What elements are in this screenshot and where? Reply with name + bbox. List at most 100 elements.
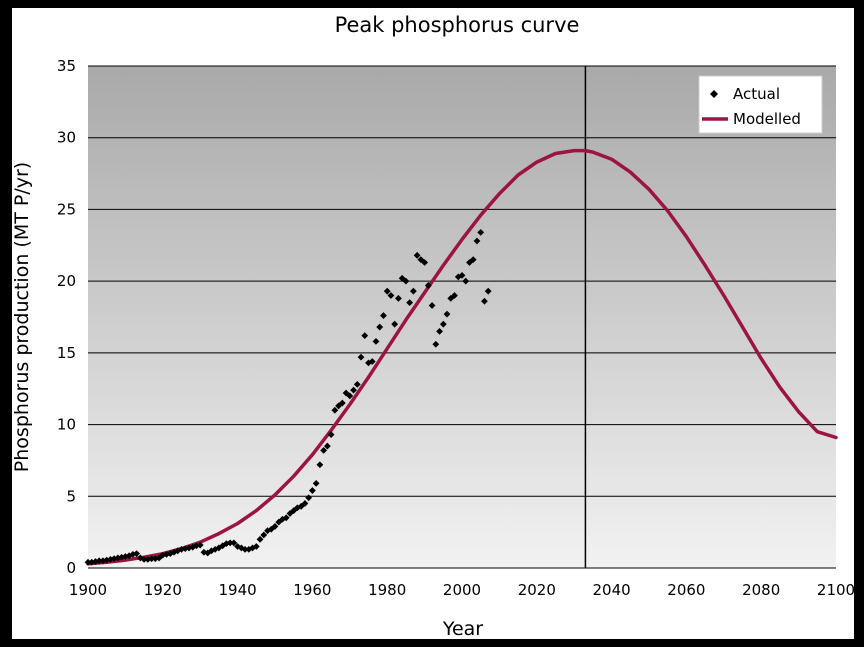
actual-point [133, 550, 141, 558]
actual-point [484, 287, 492, 295]
y-tick-label: 30 [57, 129, 76, 147]
actual-point [477, 228, 485, 236]
x-tick-label: 2100 [817, 581, 854, 599]
actual-point [436, 327, 443, 335]
actual-point [432, 340, 440, 348]
actual-point [357, 353, 365, 361]
actual-point [256, 535, 264, 543]
actual-point [95, 557, 103, 565]
actual-point [439, 320, 447, 328]
y-axis-title: Phosphorus production (MT P/yr) [12, 162, 33, 472]
x-axis-title: Year [442, 618, 483, 639]
y-tick-label: 25 [57, 200, 76, 218]
actual-point [350, 386, 357, 394]
actual-point [451, 292, 458, 299]
y-tick-label: 10 [57, 416, 76, 434]
actual-point [391, 320, 399, 328]
actual-point [424, 282, 432, 289]
actual-point [88, 558, 96, 566]
actual-point [84, 558, 92, 566]
actual-point [342, 389, 350, 397]
actual-point [368, 358, 376, 365]
x-tick-label: 1920 [144, 581, 182, 599]
actual-point [335, 402, 342, 410]
x-tick-label: 1960 [293, 581, 331, 599]
legend-actual-marker [710, 90, 718, 98]
y-tick-label: 15 [57, 344, 76, 362]
actual-point [241, 545, 249, 553]
legend-actual-label: Actual [733, 85, 780, 103]
actual-point [365, 359, 372, 367]
actual-point [402, 277, 410, 285]
actual-point [395, 294, 402, 302]
actual-point [271, 523, 279, 530]
actual-point [305, 494, 313, 502]
actual-point [301, 500, 309, 507]
plot-area [88, 66, 836, 568]
series-modelled-line [86, 148, 838, 566]
legend-box [698, 75, 823, 134]
actual-point [380, 312, 387, 319]
x-tick-labels: 1900 1920 1940 1960 1980 2000 2020 2040 2060 2080… [69, 581, 854, 599]
y-tick-label: 35 [57, 57, 76, 75]
actual-point [323, 442, 331, 450]
actual-point [376, 323, 384, 331]
actual-point [338, 399, 346, 407]
actual-point [282, 514, 290, 522]
actual-point [443, 310, 451, 318]
actual-point [208, 547, 215, 555]
actual-point [383, 287, 391, 295]
x-tick-label: 2080 [742, 581, 780, 599]
actual-point [294, 504, 301, 512]
actual-point [148, 555, 155, 563]
actual-point [387, 292, 395, 299]
actual-point [204, 549, 212, 557]
actual-point [260, 531, 268, 539]
actual-point [103, 556, 111, 564]
x-tick-label: 1940 [219, 581, 257, 599]
actual-point [196, 541, 204, 549]
actual-point [462, 277, 470, 285]
actual-point [144, 555, 152, 563]
actual-point [174, 547, 182, 555]
actual-point [309, 487, 316, 494]
actual-point [428, 302, 436, 309]
x-tick-label: 2060 [667, 581, 705, 599]
y-tick-labels: 0 5 10 15 20 25 30 35 [57, 57, 76, 577]
actual-point [413, 251, 421, 259]
legend: Actual Modelled [698, 75, 823, 134]
actual-point [226, 539, 234, 547]
series-actual-points [84, 228, 492, 566]
actual-point [331, 406, 339, 414]
legend-modelled-label: Modelled [733, 110, 801, 128]
actual-point [473, 237, 481, 245]
x-tick-label: 2040 [593, 581, 631, 599]
y-tick-label: 5 [66, 487, 76, 505]
chart-title: Peak phosphorus curve [335, 13, 580, 37]
actual-point [458, 272, 466, 279]
y-tick-label: 0 [66, 559, 76, 577]
actual-point [125, 552, 133, 560]
actual-point [421, 259, 428, 266]
y-tick-label: 20 [57, 272, 76, 290]
x-tick-label: 1900 [69, 581, 107, 599]
actual-point [230, 539, 238, 547]
x-tick-label: 2020 [518, 581, 556, 599]
actual-point [237, 544, 245, 552]
actual-point [361, 332, 369, 340]
actual-point [469, 256, 477, 264]
actual-point [406, 299, 414, 307]
actual-point [409, 287, 417, 295]
actual-point [353, 381, 361, 388]
actual-point [252, 543, 260, 550]
actual-point [372, 337, 380, 345]
chart: Peak phosphorus curve 0 5 10 15 20 25 30 35 190… [12, 13, 854, 639]
actual-point [481, 297, 488, 305]
x-tick-label: 1980 [368, 581, 406, 599]
actual-point [140, 555, 148, 563]
actual-point [320, 446, 328, 454]
actual-point [312, 479, 320, 487]
actual-point [316, 461, 324, 469]
chart-frame: Peak phosphorus curve 0 5 10 15 20 25 30 35 190… [12, 8, 854, 639]
actual-point [327, 431, 335, 439]
